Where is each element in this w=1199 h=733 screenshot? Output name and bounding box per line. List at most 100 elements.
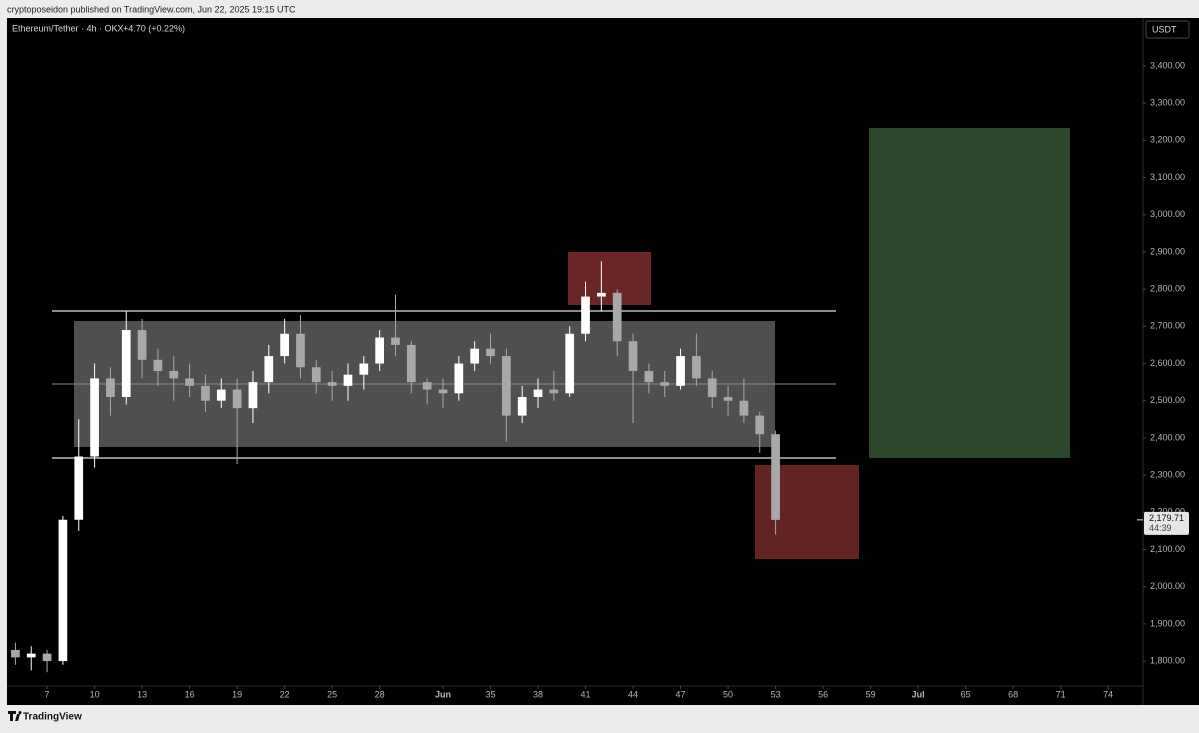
x-tick-label: 13 [137,689,147,699]
y-tick-label: 2,400.00 [1150,432,1185,442]
footer [7,705,1199,728]
candle-body [74,456,84,520]
candle-body [676,356,685,386]
candle-body [581,296,590,334]
price-change: +4.70 (+0.22%) [123,23,185,33]
candle-body [311,367,321,383]
candle-body [248,382,258,409]
x-tick-label: 47 [676,689,686,699]
candle-body [327,382,337,386]
candle-body [470,348,480,364]
y-tick-label: 2,200.00 [1150,507,1185,517]
published-line: cryptoposeidon published on TradingView.… [7,4,296,14]
last-price-tag [1144,511,1189,535]
candle-body [216,389,226,401]
last-price-label: 2,179.71 [1149,513,1184,523]
currency-box[interactable] [1145,20,1190,39]
candle-body [422,382,432,390]
y-tick-label: 2,700.00 [1150,321,1185,331]
candle-body [232,389,242,409]
target-box [869,128,1070,458]
x-tick-label: 71 [1056,689,1066,699]
candle-body [739,400,749,416]
candle-body [771,434,780,520]
x-tick-label: 41 [581,689,591,699]
breakdown-box [755,465,859,559]
candle-body [486,348,495,357]
x-tick-label: 53 [771,689,781,699]
y-tick-label: 2,100.00 [1150,544,1185,554]
candle-body [296,333,305,368]
candle-body [612,292,622,342]
candles [11,261,780,673]
candle-body [707,378,717,398]
candle-body [264,356,274,383]
x-tick-label: 50 [723,689,733,699]
candle-body [201,385,210,401]
candle-body [185,378,194,386]
x-tick-label: Jul [912,689,925,699]
candle-body [90,378,99,457]
symbol-info: Ethereum/Tether · 4h · OKX [12,23,124,33]
candle-body [343,374,353,386]
x-tick-label: 74 [1103,689,1113,699]
x-tick-label: Jun [435,689,451,699]
candle-body [549,389,559,394]
x-tick-label: 68 [1008,689,1018,699]
candle-body [375,337,385,364]
candle-body [628,341,638,371]
currency-label[interactable]: USDT [1152,24,1177,34]
y-tick-label: 3,000.00 [1150,209,1185,219]
x-tick-label: 19 [232,689,242,699]
candle-body [533,389,543,398]
x-tick-label: 38 [533,689,543,699]
candle-body [137,330,147,360]
x-tick-label: 22 [280,689,290,699]
candle-body [755,415,765,435]
candle-body [26,653,36,658]
candle-body [723,397,733,401]
candle-body [692,356,701,379]
deviation-box [568,252,651,305]
brand-logo [8,711,22,721]
x-tick-label: 59 [866,689,876,699]
y-tick-label: 1,900.00 [1150,618,1185,628]
x-tick-label: 7 [45,689,50,699]
candle-body [517,397,527,416]
x-tick-label: 16 [185,689,195,699]
candle-body [438,389,448,394]
candle-body [454,363,464,394]
y-tick-label: 3,100.00 [1150,172,1185,182]
candle-body [501,356,511,416]
brand-name: TradingView [23,712,82,723]
candle-body [106,378,115,398]
candle-body [660,382,670,386]
candle-body [153,359,163,371]
candle-body [169,370,179,379]
y-tick-label: 3,300.00 [1150,98,1185,108]
y-tick-label: 3,200.00 [1150,135,1185,145]
candle-body [42,653,52,662]
x-tick-label: 35 [486,689,496,699]
x-tick-label: 25 [327,689,337,699]
candle-body [565,333,575,394]
candle-body [391,337,400,345]
candle-body [280,333,289,357]
y-tick-label: 3,400.00 [1150,60,1185,70]
y-tick-label: 2,600.00 [1150,358,1185,368]
candle-body [11,649,20,658]
x-tick-label: 44 [628,689,638,699]
x-tick-label: 28 [375,689,385,699]
candle-body [597,292,606,297]
candle-body [359,363,369,375]
y-tick-label: 2,900.00 [1150,246,1185,256]
y-tick-label: 2,000.00 [1150,581,1185,591]
y-tick-label: 2,500.00 [1150,395,1185,405]
candle-body [121,330,131,398]
bar-countdown: 44:39 [1149,523,1172,533]
candle-body [58,519,68,662]
y-tick-label: 2,800.00 [1150,284,1185,294]
y-tick-label: 1,800.00 [1150,655,1185,665]
